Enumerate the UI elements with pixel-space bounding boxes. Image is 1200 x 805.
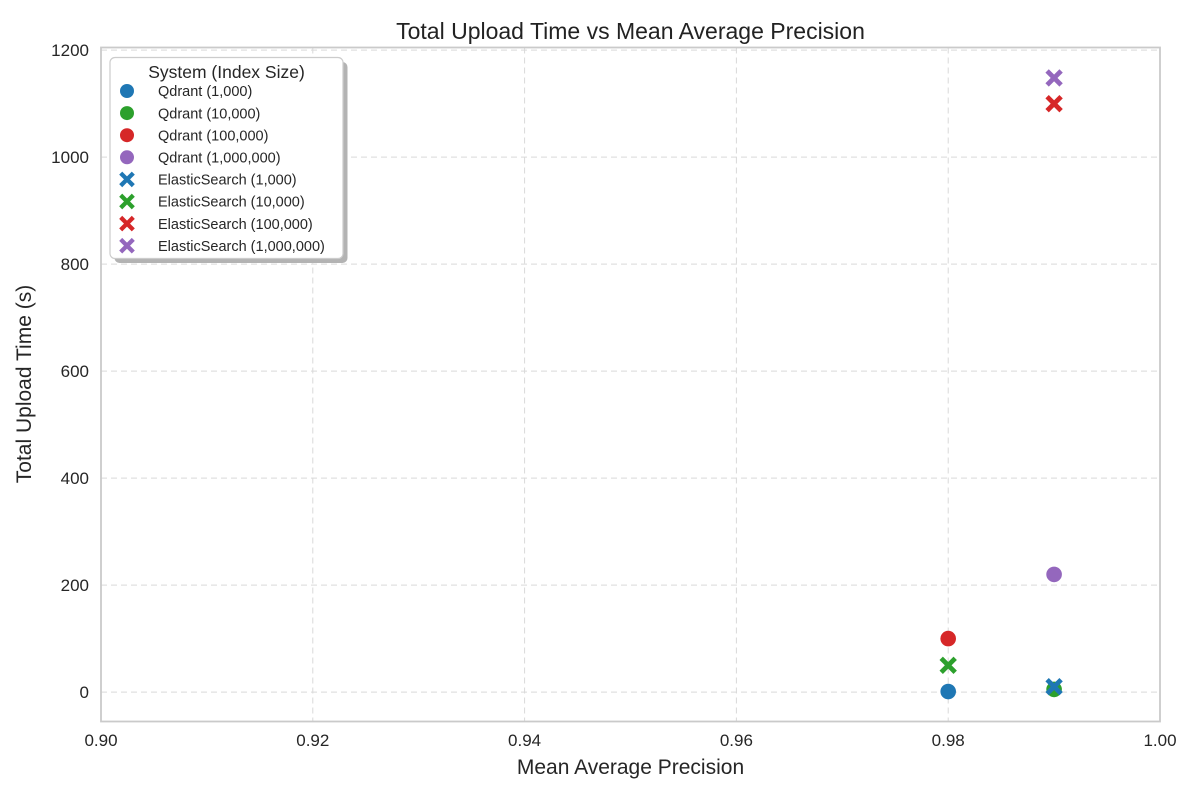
x-axis-label: Mean Average Precision (517, 756, 744, 779)
legend-marker-qdrant-1000000 (120, 150, 134, 165)
legend-label-qdrant-1000000: Qdrant (1,000,000) (158, 151, 281, 167)
point-qdrant-1000 (940, 683, 956, 700)
point-qdrant-1000000 (1046, 566, 1062, 583)
y-tick-label-1200: 1200 (51, 41, 89, 60)
point-elasticsearch-100000 (1045, 94, 1063, 113)
legend-label-elasticsearch-100000: ElasticSearch (100,000) (158, 217, 313, 233)
legend-label-qdrant-10000: Qdrant (10,000) (158, 106, 260, 122)
gridlines (100, 47, 1161, 722)
legend-items: Qdrant (1,000) Qdrant (10,000) Qdrant (100… (119, 84, 325, 255)
x-tick-label-0.98: 0.98 (932, 731, 965, 750)
y-tick-label-1000: 1000 (51, 148, 89, 167)
legend-marker-qdrant-100000 (120, 128, 134, 143)
y-tick-label-800: 800 (61, 255, 89, 274)
legend-marker-elasticsearch-100000 (119, 215, 135, 232)
x-tick-label-0.92: 0.92 (296, 731, 329, 750)
chart-title: Total Upload Time vs Mean Average Precis… (396, 18, 865, 44)
y-tick-label-0: 0 (80, 683, 89, 702)
legend: System (Index Size) Qdrant (1,000)Qdrant… (109, 56, 348, 263)
point-qdrant-100000 (940, 630, 956, 647)
legend-title: System (Index Size) (148, 62, 305, 82)
x-tick-label-0.94: 0.94 (508, 731, 541, 750)
y-tick-label-200: 200 (61, 576, 89, 595)
x-tick-label-0.90: 0.90 (84, 731, 117, 750)
legend-box (109, 56, 344, 260)
x-tick-label-0.96: 0.96 (720, 731, 753, 750)
legend-label-elasticsearch-10000: ElasticSearch (10,000) (158, 195, 305, 211)
y-tick-label-600: 600 (61, 362, 89, 381)
legend-label-qdrant-100000: Qdrant (100,000) (158, 128, 268, 144)
tick-labels: 0.90 0.92 0.94 0.96 0.98 1.00 0 200 400 600 800 100… (51, 41, 1176, 750)
x-tick-label-1.00: 1.00 (1143, 731, 1176, 750)
legend-marker-qdrant-1000 (120, 84, 134, 98)
legend-label-elasticsearch-1000000: ElasticSearch (1,000,000) (158, 239, 325, 255)
point-elasticsearch-1000000 (1045, 69, 1063, 87)
point-elasticsearch-1000 (1045, 678, 1063, 696)
point-elasticsearch-10000 (939, 656, 957, 675)
plot-border (100, 46, 1161, 723)
legend-marker-elasticsearch-1000000 (119, 237, 135, 254)
y-tick-label-400: 400 (61, 469, 89, 488)
legend-marker-elasticsearch-1000 (119, 171, 135, 188)
legend-marker-elasticsearch-10000 (119, 193, 135, 210)
data-points (939, 69, 1063, 700)
legend-marker-qdrant-10000 (120, 106, 134, 121)
legend-label-qdrant-1000: Qdrant (1,000) (158, 84, 252, 100)
legend-label-elasticsearch-1000: ElasticSearch (1,000) (158, 173, 297, 189)
y-axis-label: Total Upload Time (s) (13, 285, 36, 483)
